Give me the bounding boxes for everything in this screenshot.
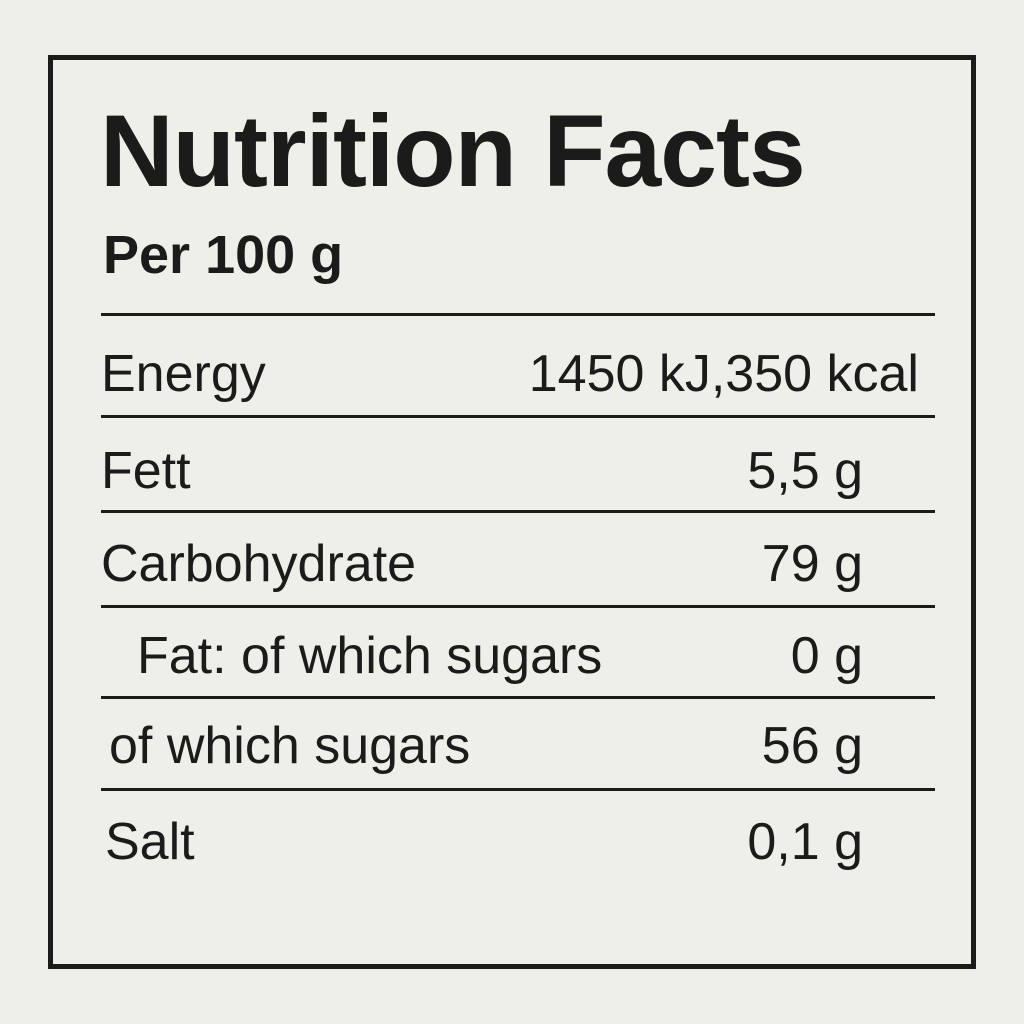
row-salt-value: 0,1 g bbox=[747, 813, 863, 871]
label-title: Nutrition Facts bbox=[100, 94, 806, 208]
row-carbohydrate-name: Carbohydrate bbox=[101, 535, 417, 593]
row-fat-value: 5,5 g bbox=[747, 442, 863, 500]
divider bbox=[101, 696, 935, 699]
row-fat-name: Fett bbox=[101, 442, 191, 500]
row-sugars-name: of which sugars bbox=[109, 717, 471, 775]
divider bbox=[101, 313, 935, 316]
divider bbox=[101, 510, 935, 513]
row-fat-sugars-name: Fat: of which sugars bbox=[137, 627, 603, 685]
row-salt-name: Salt bbox=[105, 813, 195, 871]
row-carbohydrate-value: 79 g bbox=[761, 535, 863, 593]
divider bbox=[101, 605, 935, 608]
row-energy-value: 1450 kJ,350 kcal bbox=[528, 345, 919, 403]
divider bbox=[101, 415, 935, 418]
row-fat-sugars-value: 0 g bbox=[790, 627, 863, 685]
divider bbox=[101, 788, 935, 791]
row-energy-name: Energy bbox=[101, 345, 266, 403]
nutrition-facts-label: Nutrition Facts Per 100 g Energy 1450 kJ… bbox=[48, 55, 976, 969]
row-sugars-value: 56 g bbox=[761, 717, 863, 775]
serving-size: Per 100 g bbox=[103, 225, 344, 285]
